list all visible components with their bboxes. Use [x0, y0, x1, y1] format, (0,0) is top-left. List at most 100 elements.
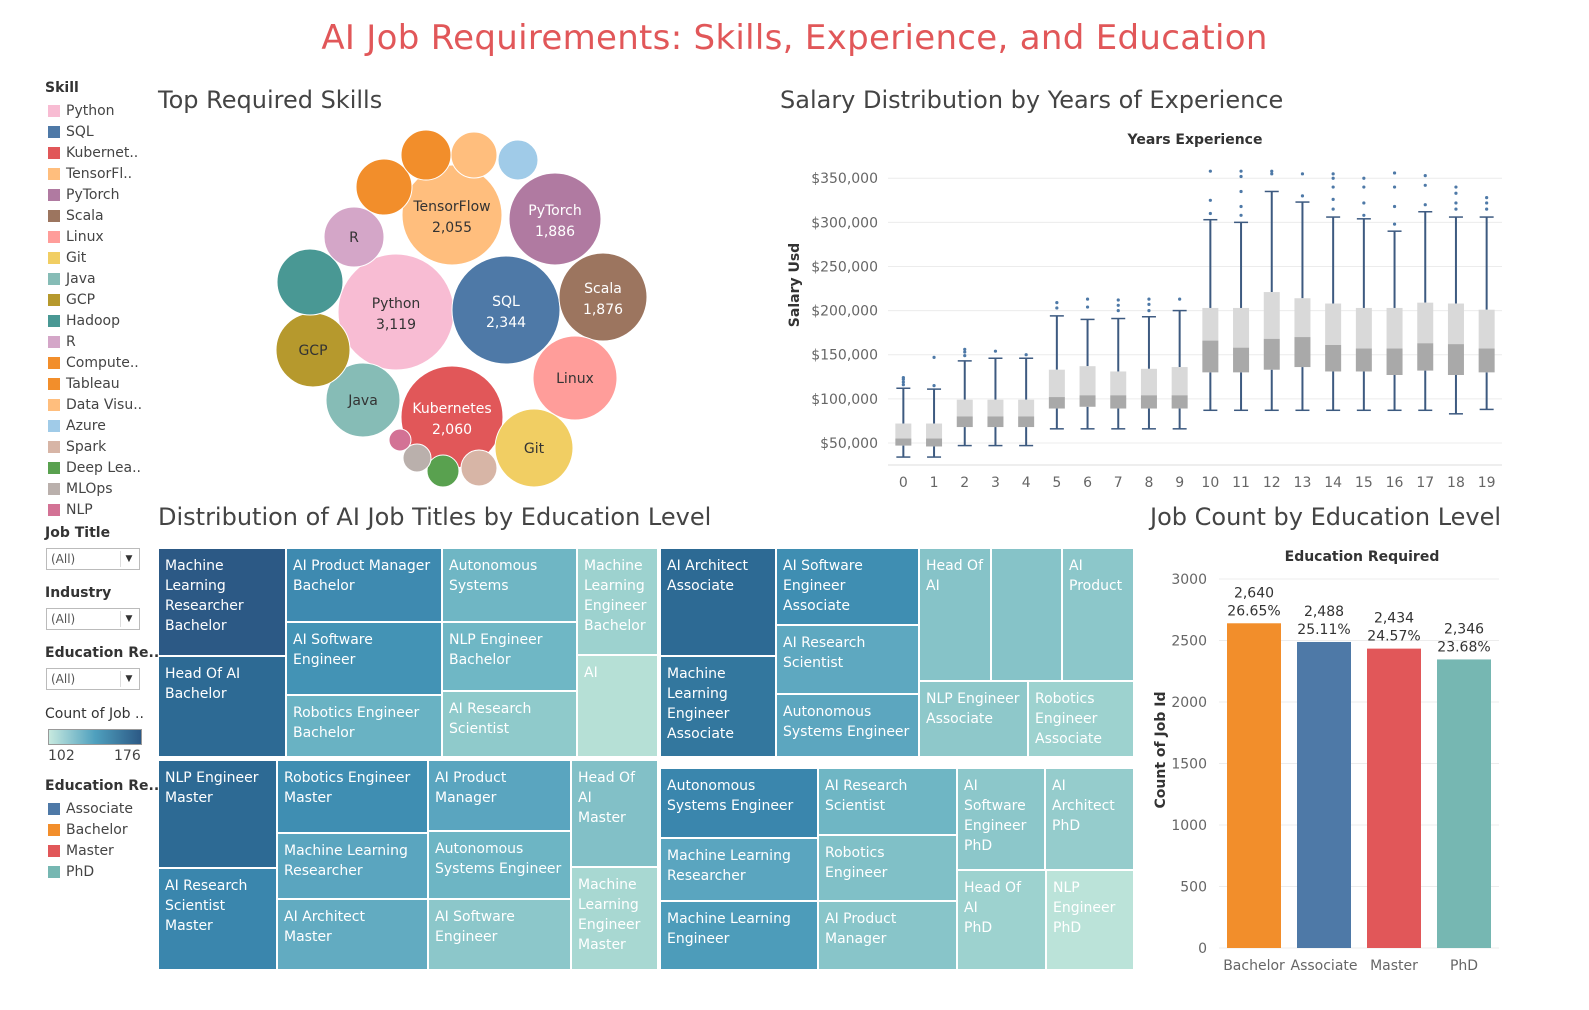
treemap-cell-bachelor[interactable]: Machine Learning Researcher Bachelor	[158, 548, 286, 656]
box-10[interactable]	[1202, 169, 1219, 412]
education-legend-item[interactable]: PhD	[48, 861, 133, 882]
skill-legend-item[interactable]: SQL	[48, 121, 142, 142]
box-7[interactable]	[1110, 298, 1127, 430]
treemap-cell-bachelor[interactable]: Machine Learning Engineer Bachelor	[577, 548, 658, 655]
box-17[interactable]	[1417, 173, 1434, 412]
skill-legend-item[interactable]: Compute..	[48, 352, 142, 373]
treemap-cell-bachelor[interactable]: AI Software Engineer	[286, 622, 442, 695]
treemap-cell-associate[interactable]: AI Software Engineer Associate	[776, 548, 919, 625]
bubble-linux[interactable]: Linux	[532, 335, 618, 421]
treemap-cell-phd[interactable]: Head Of AI PhD	[957, 870, 1046, 970]
bubble-tensorflow[interactable]: TensorFlow 2,055	[401, 164, 503, 266]
skill-legend-item[interactable]: Deep Lea..	[48, 457, 142, 478]
treemap-cell-master[interactable]: Robotics Engineer Master	[277, 760, 428, 833]
box-8[interactable]	[1140, 297, 1157, 430]
box-4[interactable]	[1018, 353, 1035, 447]
treemap-cell-associate[interactable]: AI Architect Associate	[660, 548, 776, 656]
treemap-cell-phd[interactable]: Robotics Engineer	[818, 835, 957, 901]
chevron-down-icon[interactable]: ▼	[120, 611, 137, 627]
bubble-mlops[interactable]	[402, 443, 432, 473]
bubble-tableau[interactable]	[400, 129, 452, 181]
treemap-cell-master[interactable]: Machine Learning Engineer Master	[571, 867, 658, 970]
skill-legend-item[interactable]: Kubernet..	[48, 142, 142, 163]
skill-legend-item[interactable]: Tableau	[48, 373, 142, 394]
treemap-cell-phd[interactable]: Machine Learning Engineer	[660, 901, 818, 970]
box-15[interactable]	[1355, 176, 1372, 412]
box-3[interactable]	[987, 349, 1004, 447]
treemap-cell-bachelor[interactable]: AI	[577, 655, 658, 757]
treemap-cell-phd[interactable]: AI Research Scientist	[818, 768, 957, 835]
skill-legend-item[interactable]: Git	[48, 247, 142, 268]
box-14[interactable]	[1325, 172, 1342, 412]
bar-associate[interactable]: 2,488 25.11%	[1297, 604, 1351, 948]
treemap-cell-phd[interactable]: AI Architect PhD	[1045, 768, 1134, 870]
bubble-git[interactable]: Git	[494, 408, 574, 488]
bubble-hadoop[interactable]	[276, 248, 344, 316]
bubble-gcp[interactable]: GCP	[275, 312, 351, 388]
treemap-cell-bachelor[interactable]: Robotics Engineer Bachelor	[286, 695, 442, 757]
box-0[interactable]	[895, 376, 912, 458]
skill-legend-item[interactable]: GCP	[48, 289, 142, 310]
bubble-deep-lea[interactable]	[426, 454, 460, 488]
treemap-cell-master[interactable]: NLP Engineer Master	[158, 760, 277, 868]
skill-legend-item[interactable]: Azure	[48, 415, 142, 436]
treemap-cell-bachelor[interactable]: AI Product Manager Bachelor	[286, 548, 442, 622]
skill-legend-item[interactable]: Data Visu..	[48, 394, 142, 415]
bubble-java[interactable]: Java	[325, 362, 401, 438]
bar-master[interactable]: 2,434 24.57%	[1367, 611, 1421, 948]
treemap-cell-associate[interactable]: AI Product	[1062, 548, 1134, 681]
bubble-nlp[interactable]	[388, 428, 412, 452]
bubble-python[interactable]: Python 3,119	[337, 253, 455, 371]
treemap-cell-phd[interactable]: Autonomous Systems Engineer	[660, 768, 818, 838]
bubble-compute[interactable]	[355, 158, 413, 216]
treemap-cell-phd[interactable]: AI Product Manager	[818, 901, 957, 970]
treemap-cell-associate[interactable]: Autonomous Systems Engineer	[776, 694, 919, 757]
treemap-cell-associate[interactable]: Head Of AI	[919, 548, 991, 681]
box-6[interactable]	[1079, 297, 1096, 430]
treemap-cell-master[interactable]: AI Software Engineer	[428, 899, 571, 970]
skill-legend-item[interactable]: Python	[48, 100, 142, 121]
box-1[interactable]	[926, 355, 943, 458]
skill-legend-item[interactable]: Hadoop	[48, 310, 142, 331]
bar-phd[interactable]: 2,346 23.68%	[1437, 621, 1491, 948]
box-5[interactable]	[1048, 301, 1065, 430]
bubble-r[interactable]: R	[323, 206, 385, 268]
skill-legend-item[interactable]: Spark	[48, 436, 142, 457]
bubble-scala[interactable]: Scala 1,876	[558, 252, 648, 342]
chevron-down-icon[interactable]: ▼	[120, 551, 137, 567]
treemap-cell-master[interactable]: AI Research Scientist Master	[158, 868, 277, 970]
box-9[interactable]	[1171, 297, 1188, 430]
treemap-cell-associate[interactable]: Machine Learning Engineer Associate	[660, 656, 776, 757]
box-18[interactable]	[1447, 185, 1464, 415]
treemap-cell-master[interactable]: Machine Learning Researcher	[277, 833, 428, 899]
skill-legend-item[interactable]: NLP	[48, 499, 142, 520]
skill-legend-item[interactable]: R	[48, 331, 142, 352]
treemap-cell-phd[interactable]: NLP Engineer PhD	[1046, 870, 1134, 970]
treemap-cell-phd[interactable]: AI Software Engineer PhD	[957, 768, 1045, 870]
skill-legend-item[interactable]: Java	[48, 268, 142, 289]
bubble-azure[interactable]	[497, 139, 539, 181]
bubble-data-visu[interactable]	[450, 131, 498, 179]
filter-education-dropdown[interactable]: (All) ▼	[46, 668, 140, 690]
skill-legend-item[interactable]: TensorFl..	[48, 163, 142, 184]
bubble-pytorch[interactable]: PyTorch 1,886	[508, 172, 602, 266]
bar-bachelor[interactable]: 2,640 26.65%	[1227, 585, 1281, 948]
box-16[interactable]	[1386, 171, 1403, 412]
education-legend-item[interactable]: Bachelor	[48, 819, 133, 840]
bubble-sql[interactable]: SQL 2,344	[451, 255, 561, 365]
skill-legend-item[interactable]: MLOps	[48, 478, 142, 499]
treemap-cell-bachelor[interactable]: NLP Engineer Bachelor	[442, 622, 577, 691]
box-19[interactable]	[1478, 196, 1495, 411]
treemap-cell-associate[interactable]	[991, 548, 1062, 681]
skill-legend-item[interactable]: Scala	[48, 205, 142, 226]
skill-legend-item[interactable]: Linux	[48, 226, 142, 247]
box-2[interactable]	[956, 347, 973, 447]
treemap-cell-associate[interactable]: AI Research Scientist	[776, 625, 919, 694]
filter-industry-dropdown[interactable]: (All) ▼	[46, 608, 140, 630]
chevron-down-icon[interactable]: ▼	[120, 671, 137, 687]
treemap-cell-phd[interactable]: Machine Learning Researcher	[660, 838, 818, 901]
treemap-cell-master[interactable]: Head Of AI Master	[571, 760, 658, 867]
skill-legend-item[interactable]: PyTorch	[48, 184, 142, 205]
bubble-kubernetes[interactable]: Kubernetes 2,060	[400, 365, 504, 469]
education-legend-item[interactable]: Master	[48, 840, 133, 861]
